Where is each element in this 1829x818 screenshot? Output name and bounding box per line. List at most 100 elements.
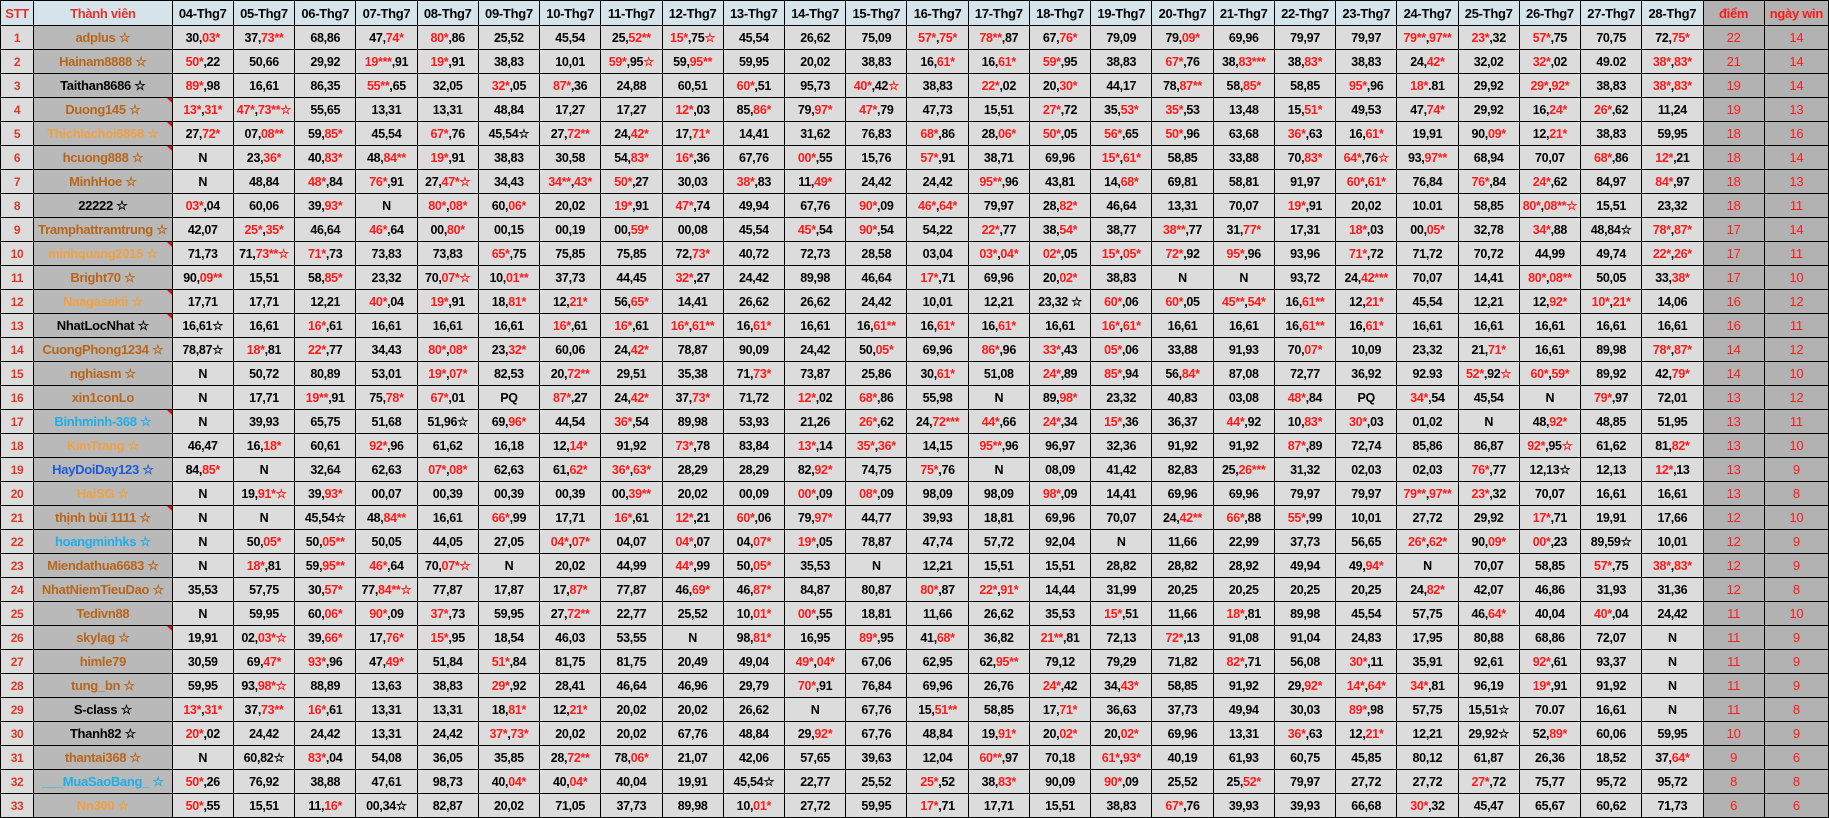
number: 29 <box>616 366 630 381</box>
number: 78 <box>182 343 196 357</box>
number: 73 <box>449 774 463 789</box>
number: 15 <box>1596 198 1610 213</box>
score-cell: 40,83 <box>1151 385 1214 410</box>
score-cell: 24,42 <box>845 289 908 314</box>
number: , <box>1362 294 1366 309</box>
score-cell: 39,93 <box>1273 793 1337 818</box>
star-outline-icon: ☆ <box>114 629 130 645</box>
score-cell: 79,97 <box>1335 25 1398 50</box>
number: 91 <box>1228 630 1243 645</box>
number: 94 <box>1245 702 1259 717</box>
number: 17 <box>249 390 263 405</box>
score-cell: 00,39 <box>539 481 602 506</box>
number: 20 <box>677 702 692 717</box>
number: , <box>929 414 933 429</box>
number: , <box>1428 678 1432 693</box>
number: 95 <box>265 606 280 621</box>
number: 83 <box>877 126 892 141</box>
number: 79 <box>797 102 812 117</box>
score-cell: 79,09 <box>1090 25 1153 50</box>
marked-number: 61* <box>998 318 1016 333</box>
number: , <box>1668 366 1673 381</box>
number: , <box>1609 198 1614 213</box>
number: 42 <box>326 726 341 741</box>
number: 54 <box>750 775 764 789</box>
number: 95 <box>629 55 644 69</box>
number: 60 <box>1596 798 1610 813</box>
number: 79 <box>1351 486 1365 501</box>
score-cell: 29*,92* <box>1518 73 1582 98</box>
score-cell: 26,62 <box>722 289 785 314</box>
marked-number: 54* <box>1247 294 1266 309</box>
number: 87 <box>816 582 831 597</box>
marked-number: 72** <box>567 606 590 621</box>
marked-number: 95** <box>322 558 345 573</box>
number: 29 <box>1122 654 1137 669</box>
marked-number: 23* <box>1471 486 1490 501</box>
marked-number: 36* <box>1287 726 1306 741</box>
number: 16 <box>1657 486 1671 501</box>
number: , <box>1060 678 1065 693</box>
marked-number: 53* <box>1120 102 1139 117</box>
number: , <box>935 222 940 237</box>
number: , <box>1364 438 1369 453</box>
number: 02 <box>1490 54 1504 69</box>
marked-number: 05* <box>875 342 894 357</box>
number: , <box>693 510 697 525</box>
number: , <box>1550 510 1555 525</box>
score-cell: 57,75 <box>1396 697 1459 722</box>
score-cell: 59,95 <box>232 601 296 626</box>
score-cell: 38,83 <box>906 73 969 98</box>
marked-number: 66* <box>324 630 343 645</box>
number: 48 <box>1532 414 1547 429</box>
score-cell: 30,03 <box>661 169 724 194</box>
number: 29 <box>310 54 324 69</box>
number: , <box>1364 750 1369 765</box>
number: , <box>1242 486 1246 501</box>
number: 96 <box>1370 78 1384 93</box>
marked-number: 83* <box>1673 78 1692 93</box>
score-cell: 44*,92 <box>1212 409 1275 434</box>
score-cell: 49,94* <box>1335 553 1398 578</box>
number: 53 <box>510 366 525 381</box>
score-cell: 75,85 <box>600 241 663 266</box>
number: 00 <box>614 222 628 237</box>
score-cell: 36*,63 <box>1273 721 1337 746</box>
number: 44 <box>555 414 569 429</box>
number: , <box>438 175 442 189</box>
score-cell: 12,21* <box>1335 289 1398 314</box>
score-cell: 89*,98 <box>1335 697 1398 722</box>
score-cell: 92*,61 <box>1518 649 1582 674</box>
number: 09 <box>877 30 892 45</box>
number: , <box>446 702 450 717</box>
score-cell: 37,64* <box>1641 745 1704 770</box>
number: , <box>1176 78 1180 93</box>
star-outline-icon: ☆ <box>1566 199 1578 213</box>
table-row: 3 Taithan8686 ☆ 89*,98 16,61 86,35 55**,65 32,… <box>0 73 1829 98</box>
number: 66 <box>1183 534 1198 549</box>
points-cell: 12 <box>1702 577 1765 602</box>
marked-number: 18* <box>246 342 265 357</box>
number: 11 <box>1167 606 1181 621</box>
number: 20 <box>1104 726 1118 741</box>
number: 69 <box>1228 486 1243 501</box>
number: 17 <box>249 294 263 309</box>
score-cell: 58,81 <box>1212 169 1275 194</box>
marked-number: 94* <box>1365 558 1384 573</box>
number: , <box>380 510 384 525</box>
number: , <box>1058 438 1062 453</box>
marked-number: 19* <box>614 198 633 213</box>
number: , <box>1609 678 1614 693</box>
score-cell: 50*,26 <box>171 769 234 794</box>
number: , <box>1362 318 1366 333</box>
marked-number: 98* <box>1042 486 1061 501</box>
number: , <box>1670 774 1675 789</box>
number: , <box>323 222 328 237</box>
number: 27 <box>185 126 200 141</box>
number: 75 <box>632 654 647 669</box>
number: 75 <box>1429 702 1443 717</box>
number: , <box>1239 774 1244 789</box>
number: 54 <box>510 630 525 645</box>
table-row: 5 Thichlachoi6868 ☆ 27,72* 07,08** 59,85* 45,… <box>0 121 1829 146</box>
score-cell: 92,61 <box>1457 649 1520 674</box>
